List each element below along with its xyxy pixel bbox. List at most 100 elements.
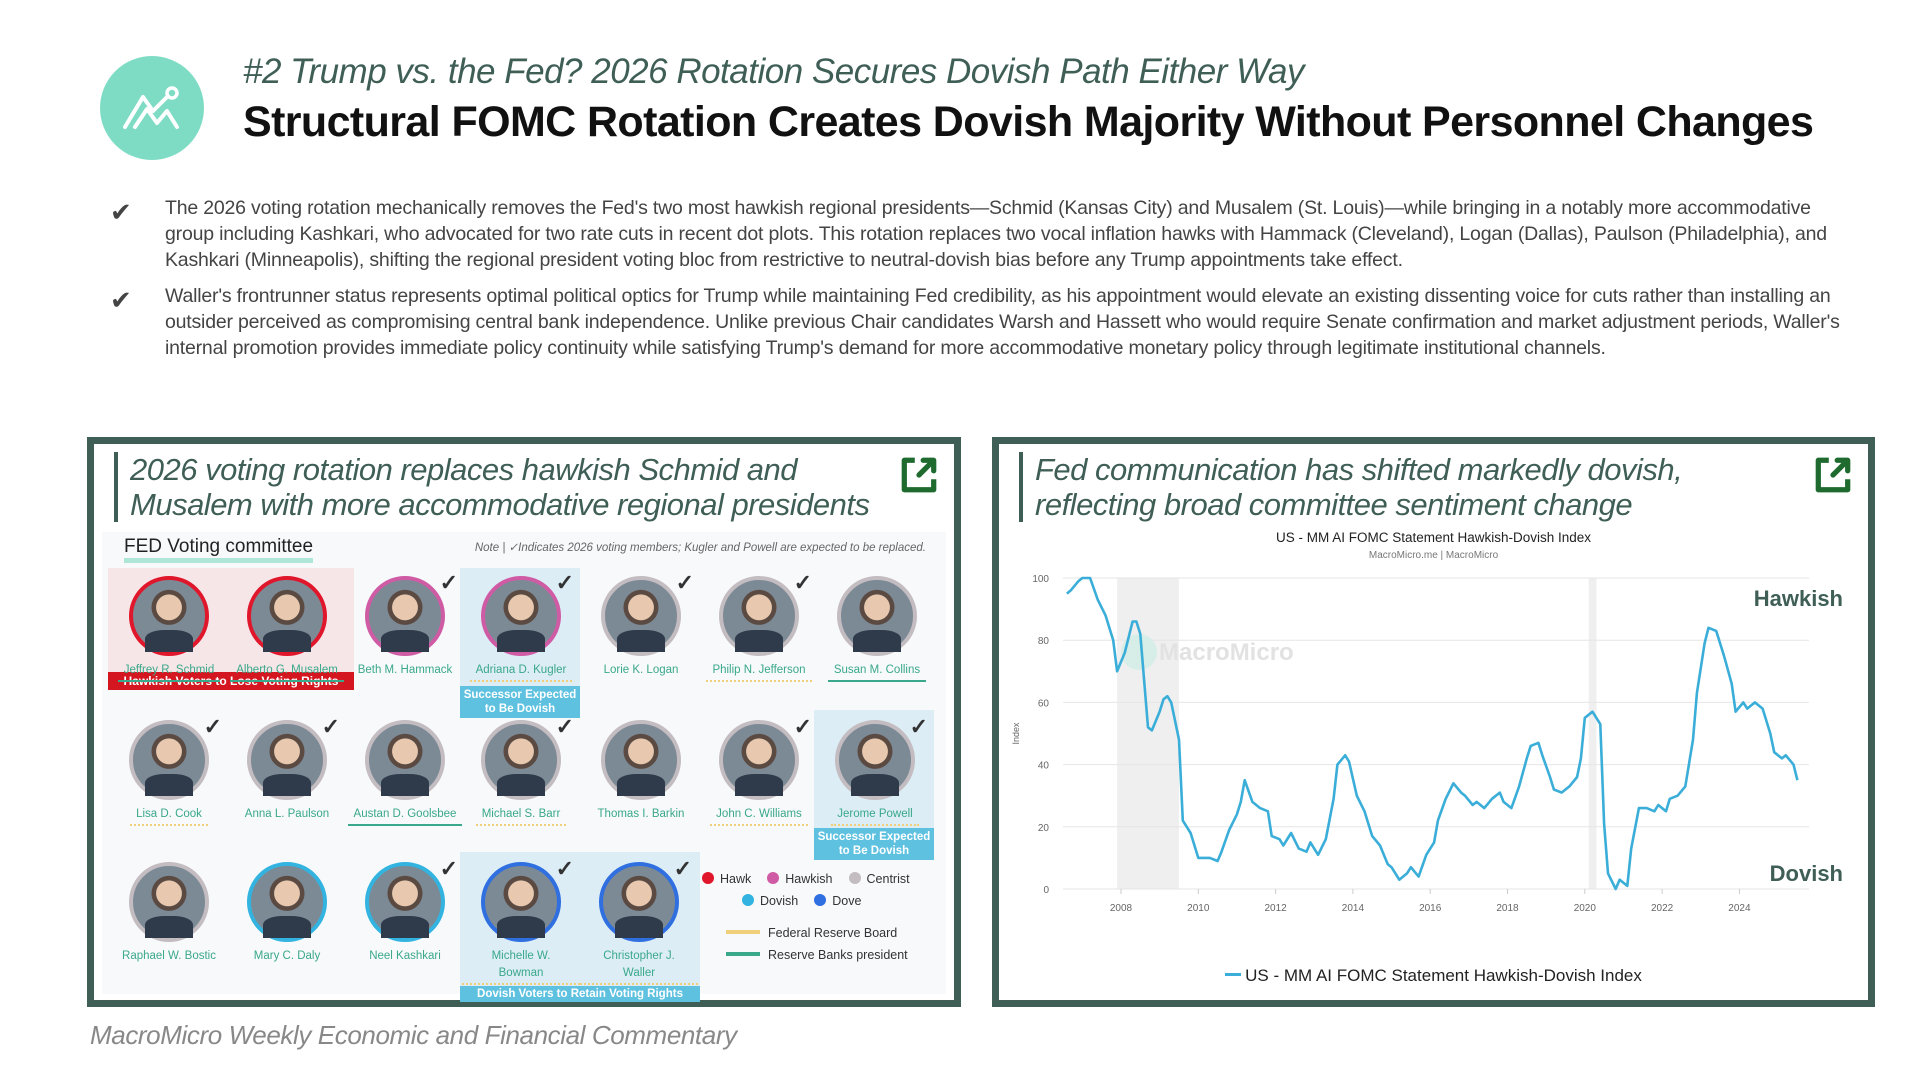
member-photo [835,720,915,800]
member-card: ✓ Jerome Powell [816,714,934,826]
footer-source: MacroMicro Weekly Economic and Financial… [90,1020,737,1050]
kugler-successor-tag: Successor Expected to Be Dovish [460,686,580,718]
member-card: ✓ Philip N. Jefferson [700,570,818,682]
vote-check-icon: ✓ [909,714,928,739]
member-photo [601,720,681,800]
member-name: Adriana D. Kugler [469,662,573,682]
svg-text:2016: 2016 [1419,903,1442,914]
check-icon: ✔ [110,197,132,227]
member-card: Mary C. Daly [228,862,346,966]
member-name: Austan D. Goolsbee [347,806,463,826]
member-name: Jeffrey R. Schmid [117,662,221,682]
svg-text:60: 60 [1038,698,1050,709]
member-photo [129,576,209,656]
line-chart: 0 20 40 60 80 100 2008 2010 2012 2014 2016 2018 2020… [1011,574,1843,914]
committee-title: FED Voting committee [124,536,314,563]
member-name: Christopher J. Waller [580,948,698,985]
member-name: Neel Kashkari [369,950,441,962]
hawkish-dot-icon [767,872,780,884]
member-name: Susan M. Collins [827,662,927,682]
recession-shade [1588,578,1597,889]
board-line-icon [726,930,760,934]
bank-line-icon [726,952,760,956]
vote-check-icon: ✓ [439,570,458,595]
member-card: ✓ Lisa D. Cook [110,714,228,826]
external-link-icon[interactable] [1812,454,1854,496]
dovish-dot-icon [742,894,754,906]
legend-item-dovish: Dovish [742,894,798,908]
dovish-annotation: Dovish [1770,861,1843,886]
legend-item-bank-president: Reserve Banks president [726,948,908,962]
vote-check-icon: ✓ [555,856,574,881]
committee-note: Note | ✓Indicates 2026 voting members; K… [474,542,926,554]
svg-text:40: 40 [1038,761,1050,772]
member-card: ✓ Beth M. Hammack [346,570,464,680]
svg-text:MacroMicro: MacroMicro [1159,639,1294,666]
member-photo [837,576,917,656]
svg-text:100: 100 [1032,574,1049,585]
hawkish-annotation: Hawkish [1754,586,1843,611]
svg-text:2012: 2012 [1264,903,1287,914]
member-photo [599,862,679,942]
bullet-item: ✔ Waller's frontrunner status represents… [110,283,1860,361]
svg-text:2022: 2022 [1651,903,1674,914]
bullet-text: Waller's frontrunner status represents o… [165,285,1840,359]
member-card: ✓ Michael S. Barr [462,714,580,826]
centrist-dot-icon [848,872,861,884]
member-name: Lorie K. Logan [603,664,679,676]
vote-check-icon: ✓ [321,714,340,739]
dove-dot-icon [814,894,827,906]
member-card: Jeffrey R. Schmid [110,576,228,682]
member-photo [365,576,445,656]
vote-check-icon: ✓ [203,714,222,739]
external-link-icon[interactable] [898,454,940,496]
vote-check-icon: ✓ [555,570,574,595]
member-card: ✓ Anna L. Paulson [228,714,346,824]
member-card: ✓ Neel Kashkari [346,856,464,966]
svg-text:2014: 2014 [1342,903,1365,914]
member-photo [481,862,561,942]
member-name: Raphael W. Bostic [122,950,216,962]
vote-check-icon: ✓ [555,714,574,739]
powell-successor-tag: Successor Expected to Be Dovish [814,828,934,860]
member-card: ✓ Lorie K. Logan [582,570,700,680]
svg-text:Index: Index [1011,722,1021,745]
member-card: Thomas I. Barkin [582,720,700,824]
member-card: ✓ Christopher J. Waller [580,856,698,985]
svg-text:20: 20 [1038,823,1050,834]
member-name: Lisa D. Cook [130,806,208,826]
member-name: Beth M. Hammack [357,664,453,676]
legend-item-centrist: Centrist [848,872,910,886]
vote-check-icon: ✓ [793,570,812,595]
svg-text:2010: 2010 [1187,903,1210,914]
member-card: Susan M. Collins [818,576,936,682]
legend-item-hawk: Hawk [702,872,751,886]
vote-check-icon: ✓ [675,570,694,595]
member-name: Mary C. Daly [253,950,321,962]
macromicro-chart-logo-icon [100,56,204,160]
member-card: ✓ Adriana D. Kugler [462,570,580,682]
page-title: Structural FOMC Rotation Creates Dovish … [243,98,1814,146]
member-photo [247,720,327,800]
panel-heading: 2026 voting rotation replaces hawkish Sc… [114,452,874,522]
vote-check-icon: ✓ [439,856,458,881]
legend-item-hawkish: Hawkish [767,872,833,886]
hawkish-dovish-chart-panel: Fed communication has shifted markedly d… [992,437,1875,1007]
member-card: Austan D. Goolsbee [346,720,464,826]
bullet-item: ✔ The 2026 voting rotation mechanically … [110,195,1860,273]
member-name: John C. Williams [710,806,808,826]
fed-voting-committee: FED Voting committee Note | ✓Indicates 2… [102,532,946,1002]
member-name: Jerome Powell [831,806,919,826]
chart-legend: US - MM AI FOMC Statement Hawkish-Dovish… [999,966,1868,986]
member-photo [719,576,799,656]
member-photo [481,576,561,656]
member-name: Anna L. Paulson [244,808,330,820]
index-line [1066,576,1799,891]
page-subtitle: #2 Trump vs. the Fed? 2026 Rotation Secu… [243,52,1304,91]
member-photo [365,862,445,942]
member-photo [247,576,327,656]
panel-heading: Fed communication has shifted markedly d… [1019,452,1788,522]
member-photo [365,720,445,800]
svg-text:2008: 2008 [1110,903,1133,914]
member-card: ✓ Michelle W. Bowman [462,856,580,985]
